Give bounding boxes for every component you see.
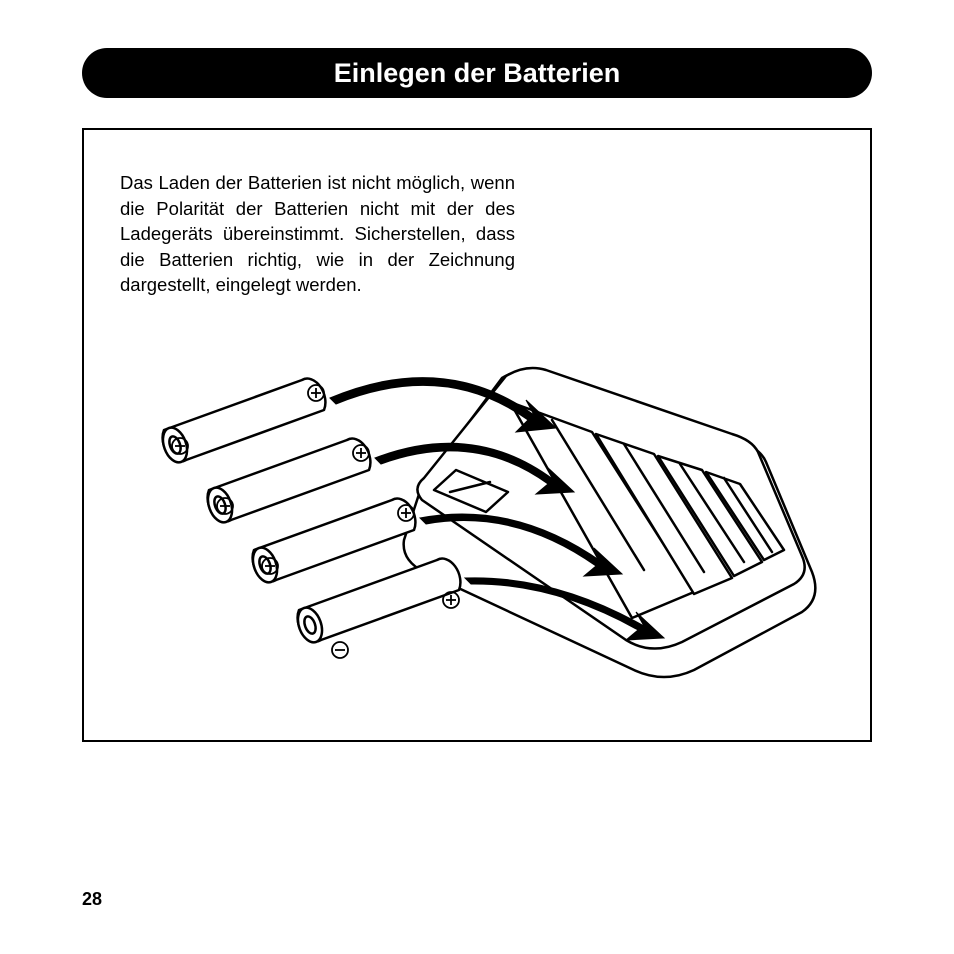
section-title-bar: Einlegen der Batterien — [82, 48, 872, 98]
battery-4 — [294, 559, 461, 646]
charger-body — [404, 368, 816, 677]
page-number: 28 — [82, 889, 102, 910]
content-frame: Das Laden der Batterien ist nicht möglic… — [82, 128, 872, 742]
section-title: Einlegen der Batterien — [334, 58, 621, 89]
battery-diagram — [154, 340, 834, 720]
instruction-text: Das Laden der Batterien ist nicht möglic… — [120, 170, 515, 298]
